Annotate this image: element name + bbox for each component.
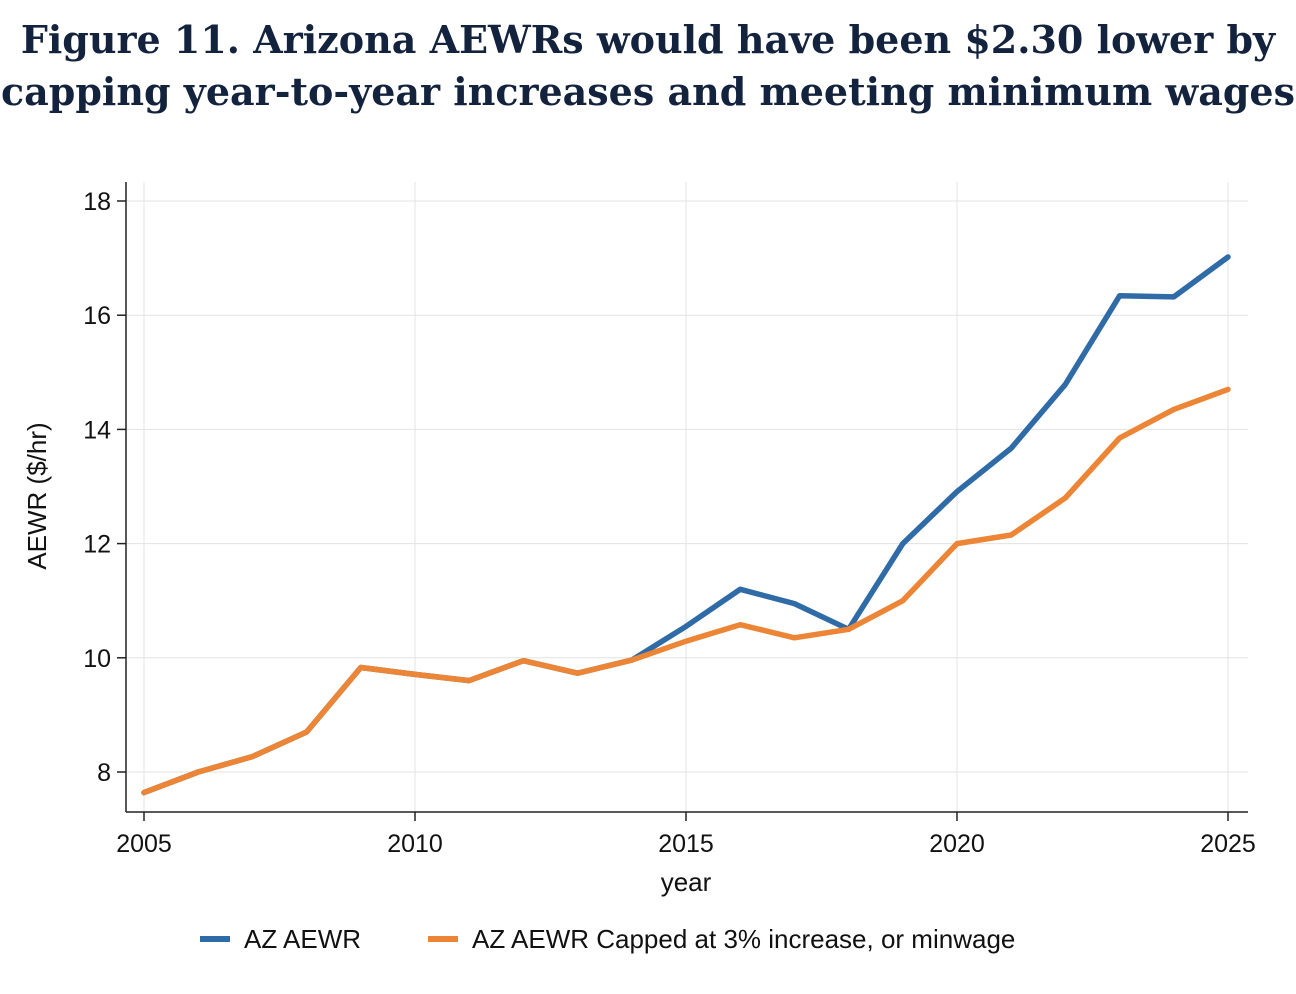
legend: AZ AEWR AZ AEWR Capped at 3% increase, or… — [200, 924, 1015, 954]
tick-labels: 8 10 12 14 16 18 2005 2010 2015 2020 2025 — [83, 188, 1256, 858]
y-tick-label: 18 — [83, 188, 111, 216]
axes — [117, 182, 1248, 821]
series-line-2 — [141, 386, 1231, 796]
y-tick-label: 10 — [83, 645, 111, 673]
x-tick-label: 2020 — [929, 830, 985, 858]
y-tick-label: 14 — [83, 416, 111, 444]
chart-title: Figure 11. Arizona AEWRs would have been… — [0, 14, 1296, 118]
series-lines — [141, 254, 1231, 796]
chart-title-line-1: Figure 11. Arizona AEWRs would have been… — [20, 17, 1276, 62]
y-axis-title: AEWR ($/hr) — [22, 422, 52, 569]
x-tick-label: 2025 — [1200, 830, 1256, 858]
legend-label: AZ AEWR — [244, 924, 361, 954]
grid-lines — [126, 182, 1248, 812]
y-tick-label: 12 — [83, 531, 111, 559]
y-tick-label: 16 — [83, 302, 111, 330]
y-tick-label: 8 — [97, 759, 111, 787]
x-tick-label: 2015 — [658, 830, 714, 858]
x-tick-label: 2010 — [387, 830, 443, 858]
x-axis-title: year — [661, 867, 712, 897]
legend-label: AZ AEWR Capped at 3% increase, or minwag… — [472, 924, 1015, 954]
x-tick-label: 2005 — [116, 830, 172, 858]
chart-title-line-2: capping year-to-year increases and meeti… — [1, 69, 1295, 114]
